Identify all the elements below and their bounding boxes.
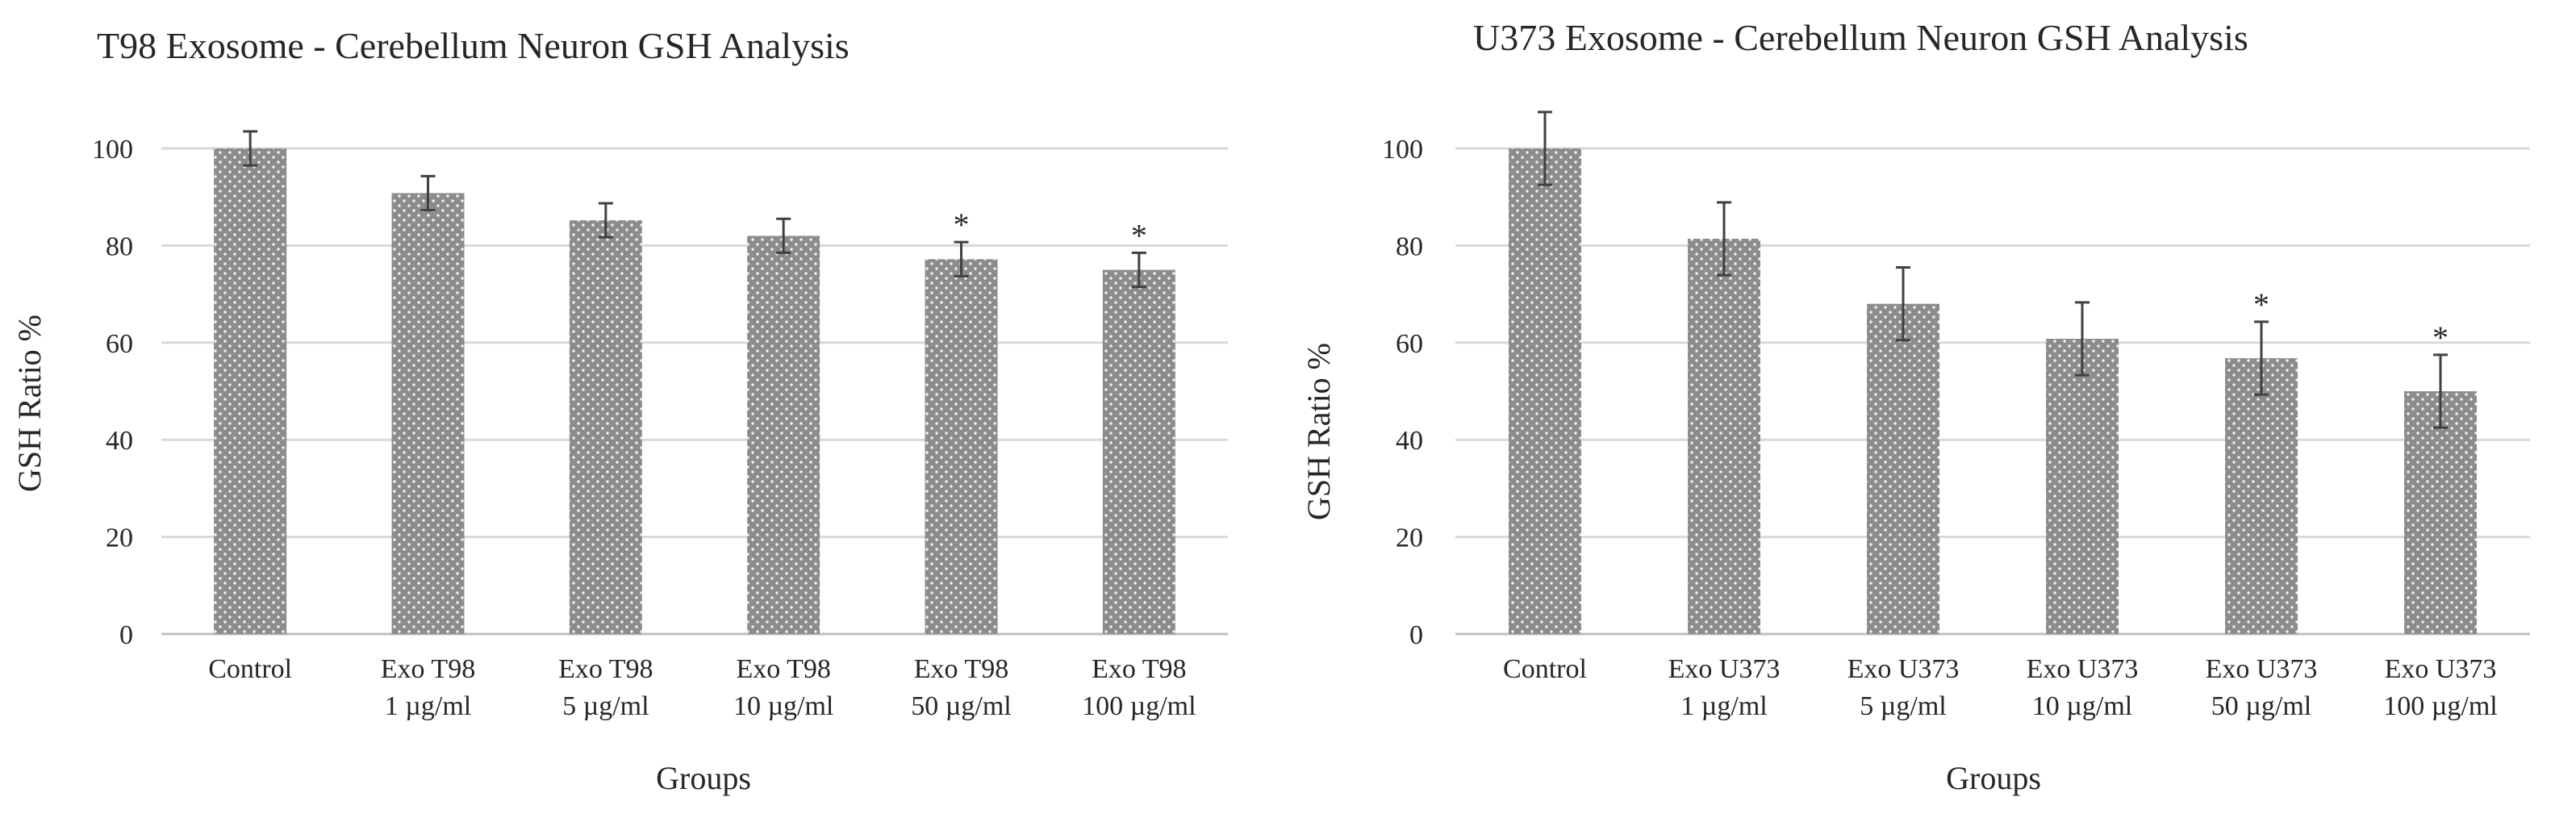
error-bar bbox=[1896, 265, 1910, 342]
x-axis-title: Groups bbox=[1946, 760, 2041, 796]
error-bar bbox=[1538, 111, 1552, 186]
x-category-label: Exo T98 50 µg/ml bbox=[911, 654, 1011, 721]
bar bbox=[2404, 391, 2477, 634]
chart-title: U373 Exosome - Cerebellum Neuron GSH Ana… bbox=[1473, 17, 2248, 58]
significance-marker: * bbox=[1131, 217, 1147, 253]
error-bar bbox=[598, 202, 613, 239]
x-category-label: Exo U373 100 µg/ml bbox=[2383, 654, 2497, 721]
y-axis-title: GSH Ratio % bbox=[11, 315, 48, 492]
chart-panel-t98: T98 Exosome - Cerebellum Neuron GSH Anal… bbox=[11, 25, 1228, 796]
y-tick-label: 40 bbox=[1396, 426, 1423, 456]
bar bbox=[1867, 303, 1939, 634]
y-tick-label: 0 bbox=[1409, 620, 1423, 650]
chart-title: T98 Exosome - Cerebellum Neuron GSH Anal… bbox=[97, 25, 850, 66]
x-category-label: Exo U373 5 µg/ml bbox=[1847, 654, 1960, 721]
bar bbox=[1509, 148, 1581, 634]
x-axis-title: Groups bbox=[656, 760, 751, 796]
u373-gsh-bar-chart: U373 Exosome - Cerebellum Neuron GSH Ana… bbox=[1301, 17, 2530, 796]
chart-panel-u373: U373 Exosome - Cerebellum Neuron GSH Ana… bbox=[1288, 0, 2576, 822]
y-tick-label: 60 bbox=[106, 329, 133, 359]
x-category-label: Exo U373 50 µg/ml bbox=[2206, 654, 2318, 721]
significance-marker: * bbox=[954, 207, 970, 243]
y-tick-label: 60 bbox=[1396, 329, 1423, 359]
y-tick-label: 40 bbox=[106, 426, 133, 456]
y-tick-label: 80 bbox=[106, 232, 133, 261]
error-bar bbox=[420, 174, 436, 211]
error-bar bbox=[2075, 301, 2090, 377]
bar bbox=[1102, 269, 1175, 634]
x-category-label: Control bbox=[1503, 654, 1587, 684]
bar bbox=[214, 148, 287, 634]
y-tick-label: 20 bbox=[1396, 524, 1423, 553]
y-tick-label: 20 bbox=[106, 524, 133, 553]
x-category-label: Control bbox=[208, 654, 292, 684]
x-category-label: Exo U373 1 µg/ml bbox=[1668, 654, 1781, 721]
error-bar bbox=[243, 130, 258, 167]
bar bbox=[925, 259, 998, 634]
x-category-label: Exo U373 10 µg/ml bbox=[2027, 654, 2139, 721]
y-tick-label: 0 bbox=[119, 620, 133, 650]
y-tick-label: 100 bbox=[1382, 135, 1423, 165]
bar bbox=[2046, 338, 2119, 634]
significance-marker: * bbox=[2432, 319, 2449, 356]
x-category-label: Exo T98 10 µg/ml bbox=[733, 654, 833, 721]
error-bar bbox=[2254, 320, 2269, 396]
bar bbox=[391, 193, 465, 634]
y-tick-label: 100 bbox=[92, 135, 133, 165]
y-axis-title: GSH Ratio % bbox=[1301, 343, 1337, 520]
error-bar bbox=[2433, 353, 2448, 429]
x-category-label: Exo T98 1 µg/ml bbox=[381, 654, 475, 721]
t98-gsh-bar-chart: T98 Exosome - Cerebellum Neuron GSH Anal… bbox=[11, 25, 1228, 796]
x-category-label: Exo T98 100 µg/ml bbox=[1082, 654, 1196, 721]
significance-marker: * bbox=[2253, 286, 2269, 323]
bar bbox=[569, 220, 642, 634]
x-category-label: Exo T98 5 µg/ml bbox=[558, 654, 653, 721]
y-tick-label: 80 bbox=[1396, 232, 1423, 261]
error-bar bbox=[1131, 251, 1146, 289]
bar bbox=[2225, 358, 2298, 634]
error-bar bbox=[776, 217, 791, 254]
error-bar bbox=[954, 240, 969, 277]
bar bbox=[1688, 238, 1760, 634]
bar bbox=[747, 236, 820, 634]
error-bar bbox=[1717, 201, 1731, 277]
